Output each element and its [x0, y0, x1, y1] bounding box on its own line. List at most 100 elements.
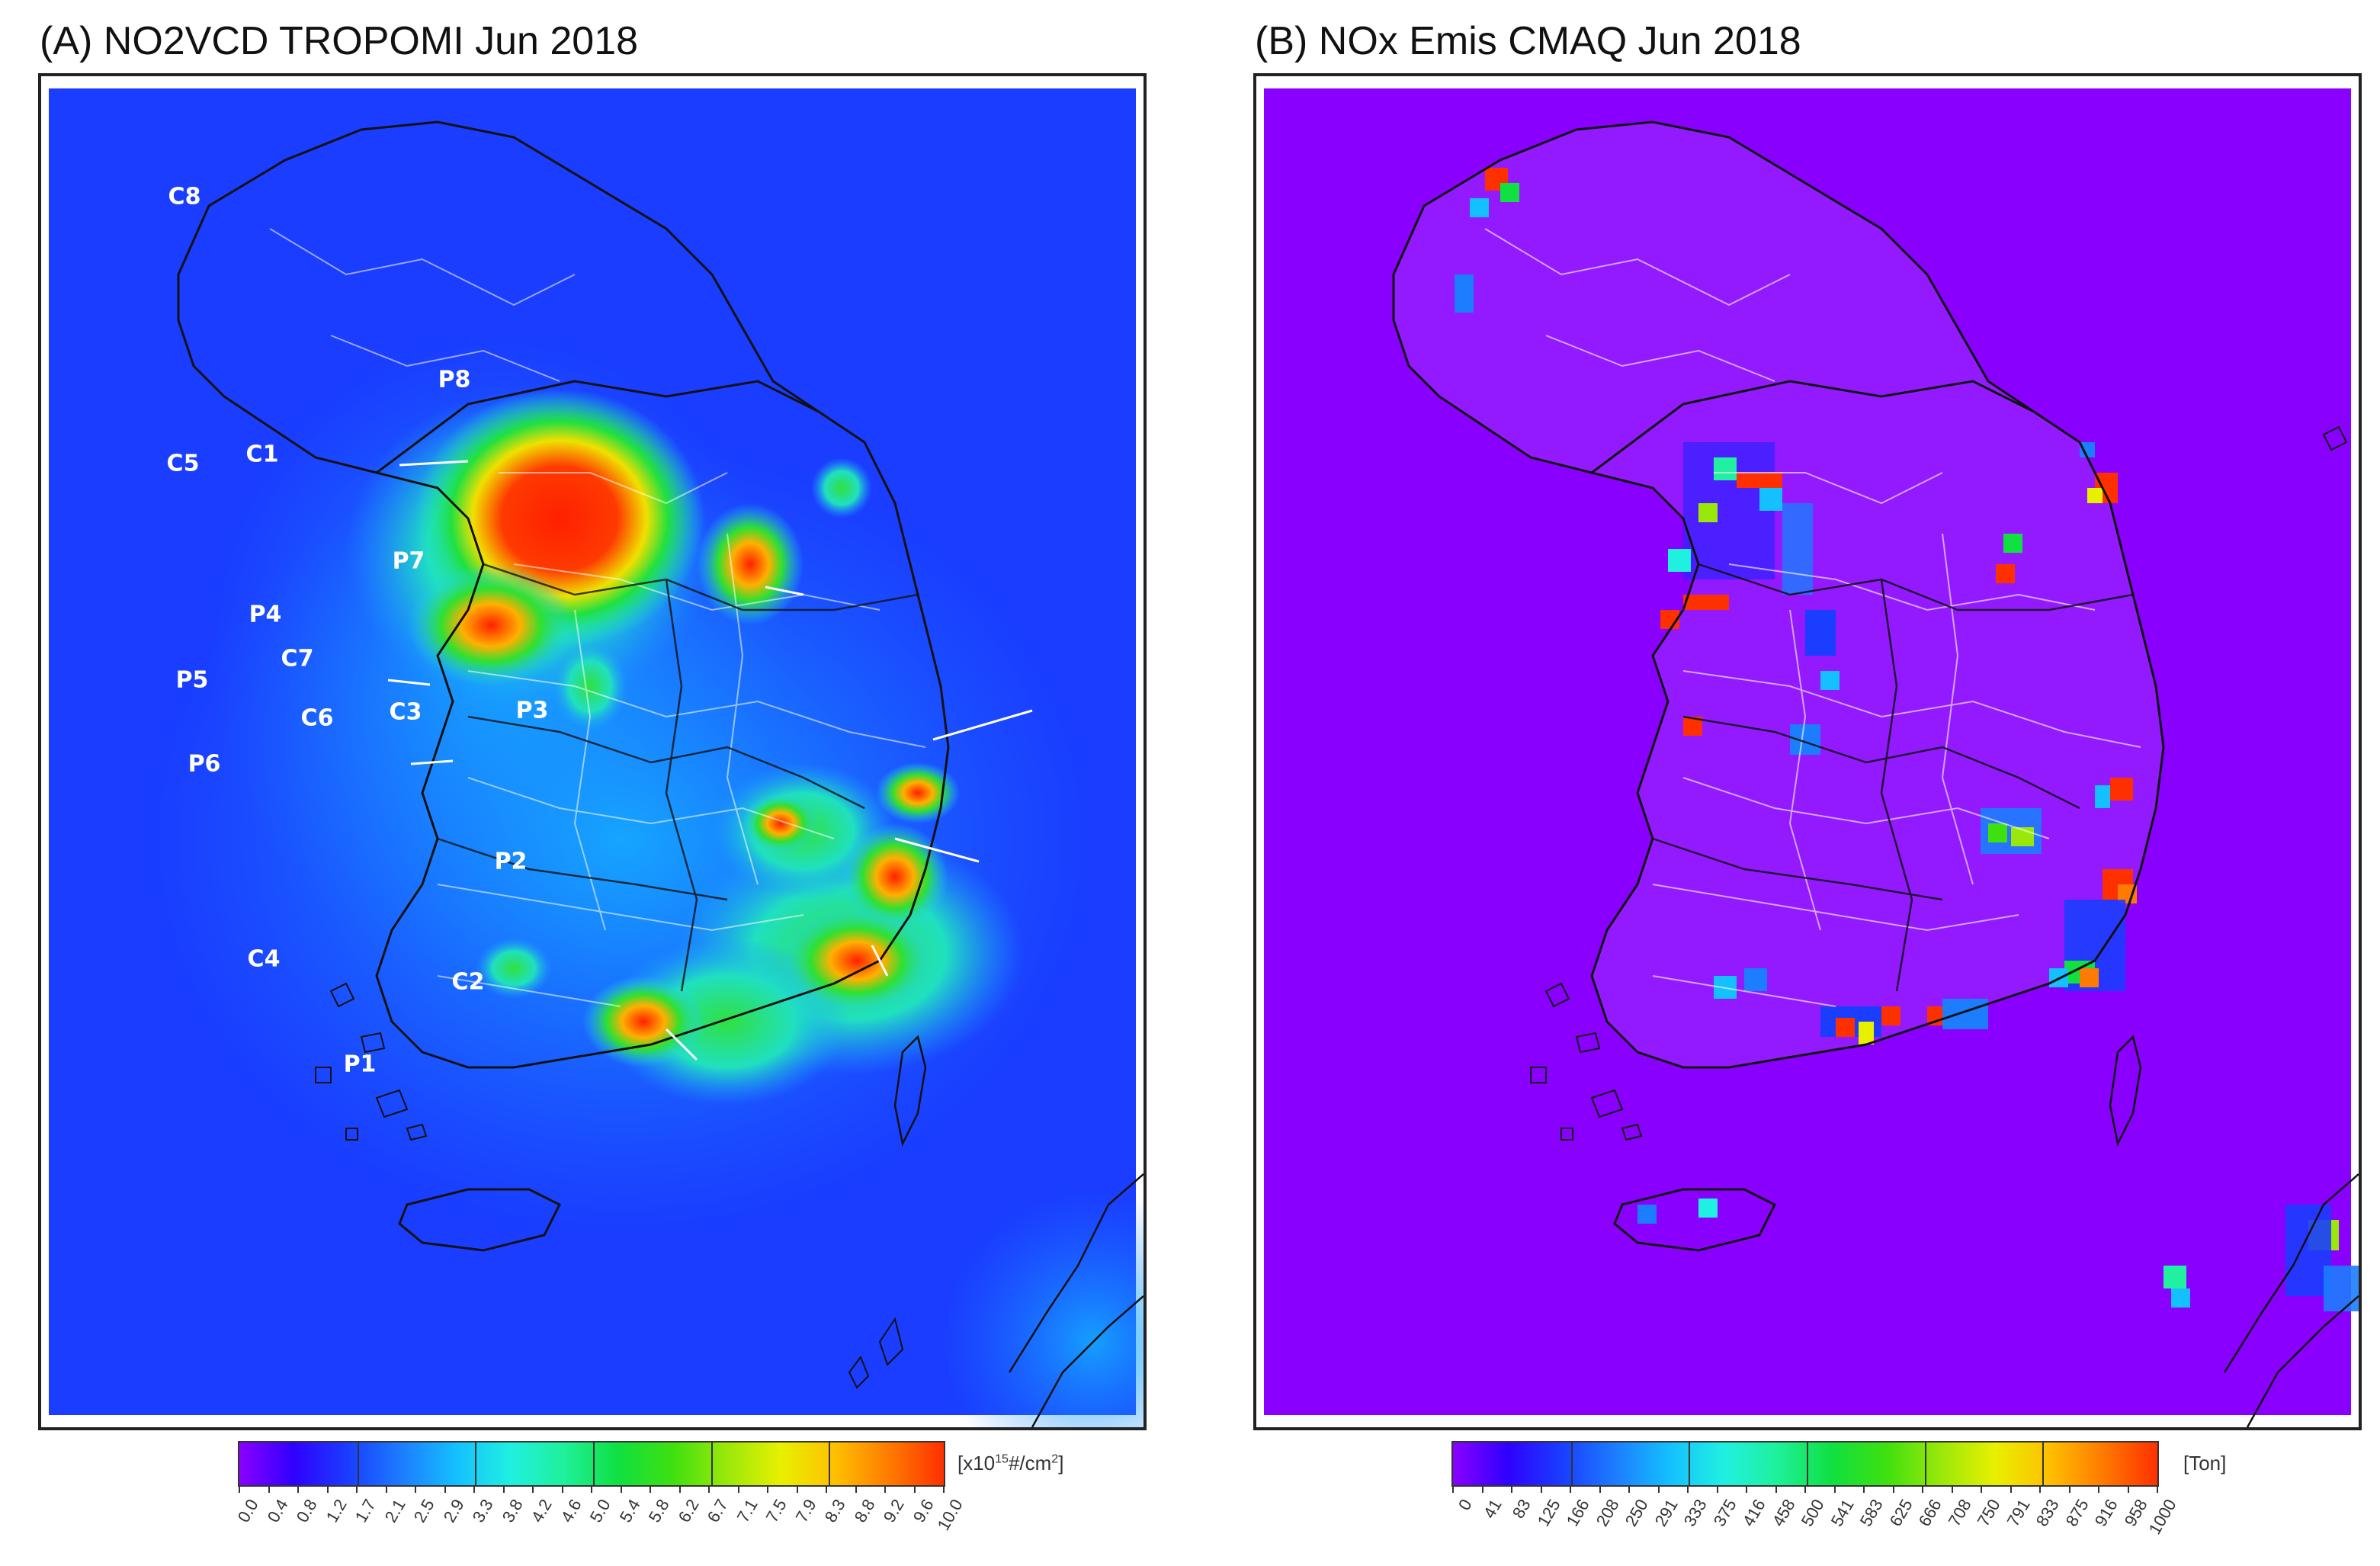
map-label-c5: C5 — [166, 450, 200, 477]
southwest-islands — [1530, 982, 1643, 1141]
panel-b-colorbar-tick-mark — [1570, 1487, 1571, 1493]
panel-a-colorbar-tick-mark — [708, 1487, 710, 1493]
panel-b-colorbar-tick-label: 916 — [2090, 1496, 2122, 1530]
panel-a-colorbar-tick-mark — [884, 1487, 886, 1493]
hotspot-c2 — [781, 907, 933, 1014]
panel-b-colorbar-tick-mark — [1716, 1487, 1718, 1493]
panel-b-colorbar-tick-mark — [1687, 1487, 1689, 1493]
map-label-c8: C8 — [168, 183, 201, 210]
panel-b-colorbar-divider — [2042, 1442, 2045, 1485]
tsushima-island — [2109, 1035, 2142, 1147]
panel-a-colorbar-tick-label: 2.9 — [439, 1496, 468, 1526]
panel-a-title: (A) NO2VCD TROPOMI Jun 2018 — [40, 19, 639, 63]
panel-a-colorbar-tick-label: 2.5 — [409, 1496, 438, 1526]
panel-a-colorbar-tick-label: 3.8 — [498, 1496, 527, 1526]
panel-b-colorbar-tick-label: 333 — [1679, 1496, 1711, 1530]
panel-a-colorbar-tick-label: 5.0 — [585, 1496, 614, 1526]
panel-b-colorbar-tick-mark — [1599, 1487, 1601, 1493]
panel-a-colorbar-tick-label: 7.9 — [791, 1496, 820, 1526]
panel-a-colorbar-tick-label: 7.5 — [762, 1496, 791, 1526]
map-label-p2: P2 — [494, 848, 528, 875]
panel-b-colorbar-tick-label: 625 — [1885, 1496, 1917, 1530]
panel-a-colorbar-tick-label: 1.2 — [322, 1496, 351, 1526]
panel-a-colorbar-tick-mark — [444, 1487, 446, 1493]
panel-b-colorbar-divider — [1924, 1442, 1926, 1485]
japan-coast — [1008, 1173, 1143, 1427]
panel-a-colorbar-tick-label: 1.7 — [351, 1496, 380, 1526]
dmz-line — [376, 380, 820, 474]
panel-b-colorbar-tick-label: 458 — [1768, 1496, 1799, 1530]
map-label-c6: C6 — [300, 704, 334, 732]
map-label-p1: P1 — [343, 1051, 377, 1078]
panel-a-colorbar-tick-mark — [650, 1487, 651, 1493]
panel-b-colorbar-tick-label: 41 — [1479, 1496, 1506, 1522]
hotspot-p7 — [697, 503, 803, 625]
panel-b-colorbar-tick-label: 833 — [2032, 1496, 2063, 1530]
hotspot-c3 — [743, 793, 819, 854]
panel-b-colorbar-tick-mark — [1511, 1487, 1512, 1493]
panel-b-colorbar-tick-mark — [1628, 1487, 1630, 1493]
panel-a-colorbar-tick-mark — [502, 1487, 505, 1493]
panel-b-colorbar-tick-label: 708 — [1944, 1496, 1975, 1530]
panel-b-colorbar-tick-label: 583 — [1856, 1496, 1887, 1530]
panel-b-colorbar-tick-mark — [2068, 1487, 2070, 1493]
province-borders — [269, 228, 926, 1007]
panel-b-colorbar-divider — [1689, 1442, 1691, 1485]
panel-b-colorbar-tick-mark — [1892, 1487, 1894, 1493]
jeju-island — [1613, 1188, 1777, 1252]
panel-a-colorbar-tick-label: 8.3 — [820, 1496, 849, 1526]
panel-a-colorbar-divider — [357, 1442, 359, 1485]
map-label-c7: C7 — [281, 645, 314, 672]
panel-b-colorbar-tick-mark — [2039, 1487, 2041, 1493]
panel-b-colorbar — [1451, 1441, 2159, 1487]
panel-a-colorbar-tick-label: 9.6 — [909, 1496, 938, 1526]
hotspot-p3 — [876, 762, 960, 823]
dmz-line — [1591, 380, 2035, 474]
panel-b-colorbar-tick-label: 666 — [1914, 1496, 1945, 1530]
hotspot-c4 — [476, 938, 552, 999]
panel-a-colorbar-tick-label: 7.1 — [733, 1496, 762, 1526]
panel-a-colorbar — [238, 1441, 945, 1487]
panel-b-colorbar-tick-label: 250 — [1621, 1496, 1652, 1530]
panel-a-colorbar-tick-label: 0.4 — [263, 1496, 292, 1526]
panel-a-colorbar-tick-label: 9.2 — [879, 1496, 908, 1526]
nox-map-svg — [1256, 76, 2359, 1427]
panel-a-colorbar-tick-label: 2.1 — [380, 1496, 409, 1526]
panel-b-colorbar-tick-label: 791 — [2003, 1496, 2034, 1530]
panel-a-colorbar-tick-label: 0.0 — [233, 1496, 262, 1526]
panel-b-colorbar-tick-mark — [1922, 1487, 1923, 1493]
emission-cells — [1455, 168, 2359, 1311]
panel-a-colorbar-tick-label: 0.8 — [292, 1496, 321, 1526]
hotspot-c7 — [552, 640, 628, 732]
panel-a-colorbar-tick-mark — [855, 1487, 857, 1493]
panel-a-colorbar-tick-label: 4.2 — [527, 1496, 556, 1526]
jeju-island — [398, 1188, 562, 1252]
panel-a-colorbar-tick-mark — [268, 1487, 270, 1493]
panel-b-colorbar-tick-label: 208 — [1592, 1496, 1623, 1530]
no2-map-svg — [41, 76, 1143, 1427]
panel-b-colorbar-tick-label: 500 — [1797, 1496, 1828, 1530]
panel-a-colorbar-tick-mark — [737, 1487, 739, 1493]
panel-b-colorbar-unit: [Ton] — [2183, 1452, 2227, 1475]
panel-b-colorbar-tick-label: 0 — [1454, 1496, 1476, 1514]
map-label-c3: C3 — [389, 698, 422, 726]
map-label-p4: P4 — [249, 601, 282, 628]
panel-a-colorbar-tick-mark — [620, 1487, 622, 1493]
panel-b-colorbar-tick-mark — [1746, 1487, 1747, 1493]
panel-b-colorbar-tick-label: 875 — [2061, 1496, 2093, 1530]
panel-a-colorbar-tick-mark — [326, 1487, 329, 1493]
panel-b-colorbar-tick-mark — [1981, 1487, 1982, 1493]
panel-b-colorbar-tick-label: 1000 — [2144, 1496, 2180, 1538]
map-label-c2: C2 — [451, 968, 485, 996]
panel-a-colorbar-tick-mark — [913, 1487, 916, 1493]
korea-land-tint — [1394, 122, 2163, 1067]
panel-a-colorbar-divider — [829, 1442, 831, 1485]
panel-b-colorbar-tick-mark — [1951, 1487, 1953, 1493]
japan-islands — [848, 1317, 904, 1389]
panel-a-colorbar-tick-mark — [561, 1487, 563, 1493]
panel-a-colorbar-divider — [475, 1442, 477, 1485]
panel-a-colorbar-tick-mark — [796, 1487, 798, 1493]
panel-a-colorbar-tick-mark — [532, 1487, 534, 1493]
panel-a-colorbar-tick-label: 8.8 — [850, 1496, 879, 1526]
map-label-c1: C1 — [245, 441, 279, 468]
